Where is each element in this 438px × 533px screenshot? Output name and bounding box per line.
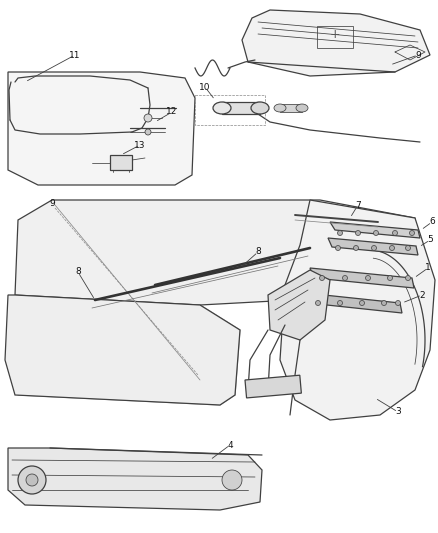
Circle shape [388, 276, 392, 280]
Circle shape [338, 301, 343, 305]
Bar [110, 155, 132, 170]
Circle shape [410, 230, 414, 236]
Text: 13: 13 [134, 141, 146, 149]
Polygon shape [12, 305, 240, 405]
Ellipse shape [296, 104, 308, 112]
Text: 8: 8 [255, 247, 261, 256]
Polygon shape [328, 238, 418, 255]
Circle shape [343, 276, 347, 280]
Circle shape [389, 246, 395, 251]
Polygon shape [330, 222, 420, 238]
Circle shape [365, 276, 371, 280]
Bar [222, 102, 260, 114]
Text: 4: 4 [227, 440, 233, 449]
Text: +: + [330, 28, 340, 42]
Text: 6: 6 [429, 217, 435, 227]
Polygon shape [310, 268, 414, 288]
Bar [245, 375, 301, 398]
Circle shape [315, 301, 321, 305]
Ellipse shape [213, 102, 231, 114]
Circle shape [222, 470, 242, 490]
Polygon shape [8, 448, 262, 510]
Circle shape [145, 129, 151, 135]
Bar [317, 26, 353, 48]
Text: 1: 1 [425, 263, 431, 272]
Circle shape [144, 114, 152, 122]
Polygon shape [242, 10, 430, 76]
Text: 3: 3 [395, 408, 401, 416]
Text: 12: 12 [166, 108, 178, 117]
Circle shape [18, 466, 46, 494]
Polygon shape [8, 72, 195, 185]
Text: 9: 9 [415, 51, 421, 60]
Circle shape [392, 230, 398, 236]
Polygon shape [5, 295, 240, 405]
Text: 5: 5 [427, 236, 433, 245]
Text: 7: 7 [355, 200, 361, 209]
Polygon shape [280, 200, 435, 420]
Circle shape [356, 230, 360, 236]
Circle shape [353, 246, 358, 251]
Circle shape [26, 474, 38, 486]
Circle shape [338, 230, 343, 236]
Ellipse shape [251, 102, 269, 114]
Circle shape [371, 246, 377, 251]
Circle shape [381, 301, 386, 305]
Bar [280, 104, 302, 112]
Circle shape [319, 276, 325, 280]
Polygon shape [305, 293, 402, 313]
Circle shape [374, 230, 378, 236]
Text: 2: 2 [419, 290, 425, 300]
Circle shape [336, 246, 340, 251]
Text: 9: 9 [49, 199, 55, 208]
Bar [195, 95, 265, 125]
Ellipse shape [274, 104, 286, 112]
Text: 11: 11 [69, 51, 81, 60]
Text: 10: 10 [199, 83, 211, 92]
Text: 8: 8 [75, 268, 81, 277]
Polygon shape [268, 270, 330, 340]
Circle shape [406, 276, 410, 280]
Circle shape [360, 301, 364, 305]
Circle shape [396, 301, 400, 305]
Polygon shape [15, 200, 418, 305]
Circle shape [406, 246, 410, 251]
